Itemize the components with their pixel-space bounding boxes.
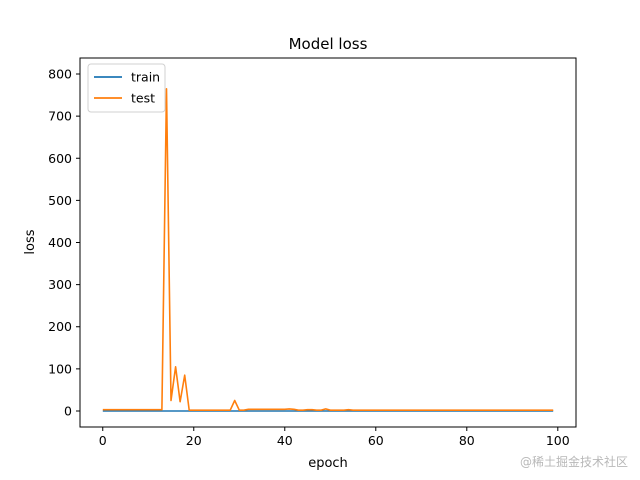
y-tick-label: 400 (48, 235, 72, 250)
y-tick-label: 200 (48, 319, 72, 334)
y-axis-label: loss (23, 229, 38, 254)
series-line-test (102, 88, 554, 412)
y-tick-label: 700 (48, 109, 72, 124)
y-tick-label: 0 (64, 403, 72, 418)
y-tick-label: 800 (48, 67, 72, 82)
chart-title: Model loss (289, 35, 368, 53)
y-tick-label: 600 (48, 151, 72, 166)
legend: train test (87, 63, 166, 113)
y-tick-label: 300 (48, 277, 72, 292)
series-layer (102, 88, 554, 412)
x-tick-label: 40 (277, 433, 293, 448)
legend-label-train: train (131, 70, 160, 85)
x-tick-label: 100 (546, 433, 570, 448)
x-tick-label: 0 (99, 433, 107, 448)
x-axis-label: epoch (308, 456, 348, 471)
y-tick-label: 100 (48, 361, 72, 376)
watermark-text: @稀土掘金技术社区 (519, 455, 628, 469)
axis-ticks: 0 20 40 60 80 100 0 100 200 300 400 500 600 700 800 (48, 67, 570, 448)
x-tick-label: 80 (459, 433, 475, 448)
x-tick-label: 60 (368, 433, 384, 448)
legend-box (87, 63, 166, 113)
legend-label-test: test (131, 91, 155, 106)
x-tick-label: 20 (186, 433, 202, 448)
y-tick-label: 500 (48, 193, 72, 208)
plot-frame (79, 57, 577, 428)
